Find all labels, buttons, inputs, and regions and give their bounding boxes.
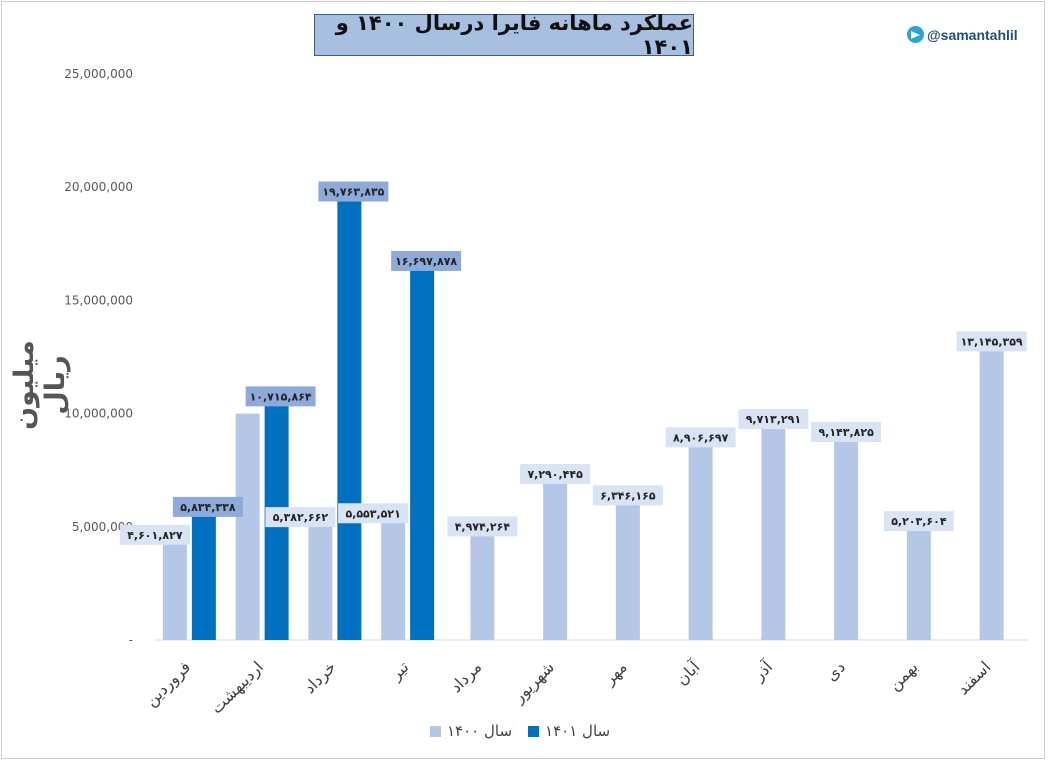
bar-chart: - 5,000,000 10,000,000 15,000,000 20,000,000…: [64, 67, 1028, 718]
data-label-1401-text: ۱۹,۷۶۳,۸۳۵: [322, 186, 384, 199]
data-label-1400: ۹,۱۴۳,۸۲۵: [811, 421, 882, 442]
data-label-1400-box: [119, 524, 190, 545]
y-tick-label: 5,000,000: [72, 520, 133, 534]
legend: سال ۱۴۰۰ سال ۱۴۰۱: [430, 722, 610, 740]
data-label-1400-box: [265, 507, 336, 528]
x-tick-label: آذر: [748, 656, 778, 686]
data-label-1401: ۱۰,۷۱۵,۸۶۴: [245, 386, 316, 407]
bar-1401: [410, 261, 435, 640]
data-label-1400: ۷,۲۹۰,۴۴۵: [520, 463, 591, 484]
data-label-1400-text: ۷,۲۹۰,۴۴۵: [527, 468, 583, 481]
legend-swatch-1400: [430, 725, 441, 737]
data-label-1400-box: [447, 516, 518, 537]
y-tick-label: 20,000,000: [64, 180, 133, 194]
x-tick-label: آبان: [672, 656, 705, 689]
x-tick-label: بهمن: [885, 657, 923, 695]
channel-handle: @samantahlil: [907, 26, 1018, 43]
data-label-1400: ۶,۳۴۶,۱۶۵: [592, 485, 663, 506]
data-label-1401-box: [245, 386, 316, 407]
legend-label-1401: سال ۱۴۰۱: [545, 722, 611, 740]
data-label-1400-box: [520, 463, 591, 484]
chart-title: عملکرد ماهانه فایرا درسال ۱۴۰۰ و ۱۴۰۱: [314, 11, 694, 59]
data-label-1400: ۹,۷۱۳,۲۹۱: [738, 409, 809, 430]
bars: [162, 192, 1004, 641]
data-label-1400-text: ۱۳,۱۴۵,۳۵۹: [961, 335, 1023, 348]
telegram-icon: [907, 26, 924, 43]
data-label-1401-box: [391, 250, 462, 271]
data-labels: ۴,۶۰۱,۸۲۷ ۵,۸۳۴,۳۳۸ ۱۰,۷۱۵,۸۶۴ ۵,۳۸۲,۶۶۲ ۱۹,…: [119, 181, 1027, 545]
x-tick-label: خرداد: [300, 657, 341, 698]
y-axis-ticks: - 5,000,000 10,000,000 15,000,000 20,000,000…: [64, 67, 1028, 647]
bar-1400: [615, 496, 640, 640]
x-tick-label: فروردین: [141, 657, 195, 711]
data-label-1400: ۸,۹۰۶,۶۹۷: [665, 427, 736, 448]
data-label-1400: ۵,۲۰۳,۶۰۴: [883, 511, 954, 532]
bar-1400: [308, 518, 333, 640]
data-label-1400-text: ۸,۹۰۶,۶۹۷: [673, 431, 729, 444]
x-tick-label: تیر: [386, 657, 414, 685]
data-label-1400-box: [738, 409, 809, 430]
data-label-1401-box: [318, 181, 389, 202]
data-label-1401-text: ۱۶,۶۹۷,۸۷۸: [395, 255, 457, 268]
x-tick-label: شهریور: [508, 657, 558, 707]
x-tick-label: مهر: [599, 657, 631, 689]
data-label-1400: ۴,۹۷۴,۲۶۴: [447, 516, 518, 537]
data-label-1400-text: ۹,۱۴۳,۸۲۵: [818, 426, 874, 439]
data-label-1400-text: ۵,۵۵۳,۵۲۱: [345, 507, 400, 520]
y-tick-label: 10,000,000: [64, 407, 133, 421]
data-label-1400-text: ۵,۳۸۲,۶۶۲: [273, 511, 329, 524]
data-label-1400-box: [956, 331, 1027, 352]
data-label-1400: ۵,۵۵۳,۵۲۱: [338, 503, 409, 524]
bar-1400: [162, 535, 187, 640]
data-label-1400-text: ۵,۲۰۳,۶۰۴: [891, 515, 947, 528]
x-tick-label: مرداد: [446, 657, 486, 697]
legend-item-1401: سال ۱۴۰۱: [528, 722, 610, 740]
data-label-1400: ۵,۳۸۲,۶۶۲: [265, 507, 336, 528]
data-label-1400-text: ۴,۹۷۴,۲۶۴: [455, 520, 511, 533]
data-label-1400-box: [883, 511, 954, 532]
bar-1400: [979, 342, 1004, 640]
data-label-1401-text: ۵,۸۳۴,۳۳۸: [180, 501, 236, 514]
data-label-1401: ۱۹,۷۶۳,۸۳۵: [318, 181, 389, 202]
data-label-1400-box: [338, 503, 409, 524]
y-tick-label: 15,000,000: [64, 293, 133, 307]
bar-1401: [191, 507, 216, 640]
y-tick-label: -: [129, 633, 133, 647]
data-label-1400-text: ۹,۷۱۳,۲۹۱: [746, 413, 801, 426]
x-tick-label: دی: [822, 657, 849, 684]
bar-1400: [906, 522, 931, 640]
bar-1400: [688, 438, 713, 640]
legend-swatch-1401: [528, 725, 540, 737]
data-label-1400-text: ۴,۶۰۱,۸۲۷: [127, 529, 183, 542]
legend-label-1400: سال ۱۴۰۰: [447, 722, 513, 740]
bar-1400: [381, 514, 406, 640]
bar-1400: [470, 527, 495, 640]
data-label-1400: ۴,۶۰۱,۸۲۷: [119, 524, 190, 545]
bar-1401: [337, 192, 362, 641]
legend-item-1400: سال ۱۴۰۰: [430, 722, 512, 740]
bar-1400: [761, 420, 786, 640]
data-label-1400: ۱۳,۱۴۵,۳۵۹: [956, 331, 1027, 352]
bar-1400: [235, 413, 260, 640]
x-tick-label: اردیبهشت: [207, 657, 268, 718]
bar-1400: [834, 432, 859, 640]
handle-text: @samantahlil: [927, 26, 1018, 43]
x-axis-labels: فروردین اردیبهشت خرداد تیر مرداد شهریور مهر آبا…: [141, 656, 994, 718]
data-label-1400-box: [592, 485, 663, 506]
x-tick-label: اسفند: [953, 657, 994, 698]
data-label-1401-box: [172, 496, 243, 517]
data-label-1400-box: [811, 421, 882, 442]
bar-1400: [543, 474, 568, 640]
y-tick-label: 25,000,000: [64, 67, 133, 81]
data-label-1400-text: ۶,۳۴۶,۱۶۵: [600, 489, 656, 502]
data-label-1401: ۱۶,۶۹۷,۸۷۸: [391, 250, 462, 271]
data-label-1401: ۵,۸۳۴,۳۳۸: [172, 496, 243, 517]
data-label-1400-box: [665, 427, 736, 448]
data-label-1401-text: ۱۰,۷۱۵,۸۶۴: [250, 390, 312, 403]
